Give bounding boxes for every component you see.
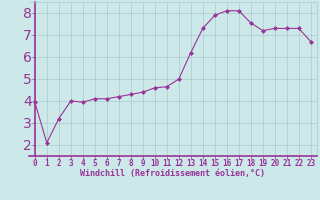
X-axis label: Windchill (Refroidissement éolien,°C): Windchill (Refroidissement éolien,°C) xyxy=(80,169,265,178)
